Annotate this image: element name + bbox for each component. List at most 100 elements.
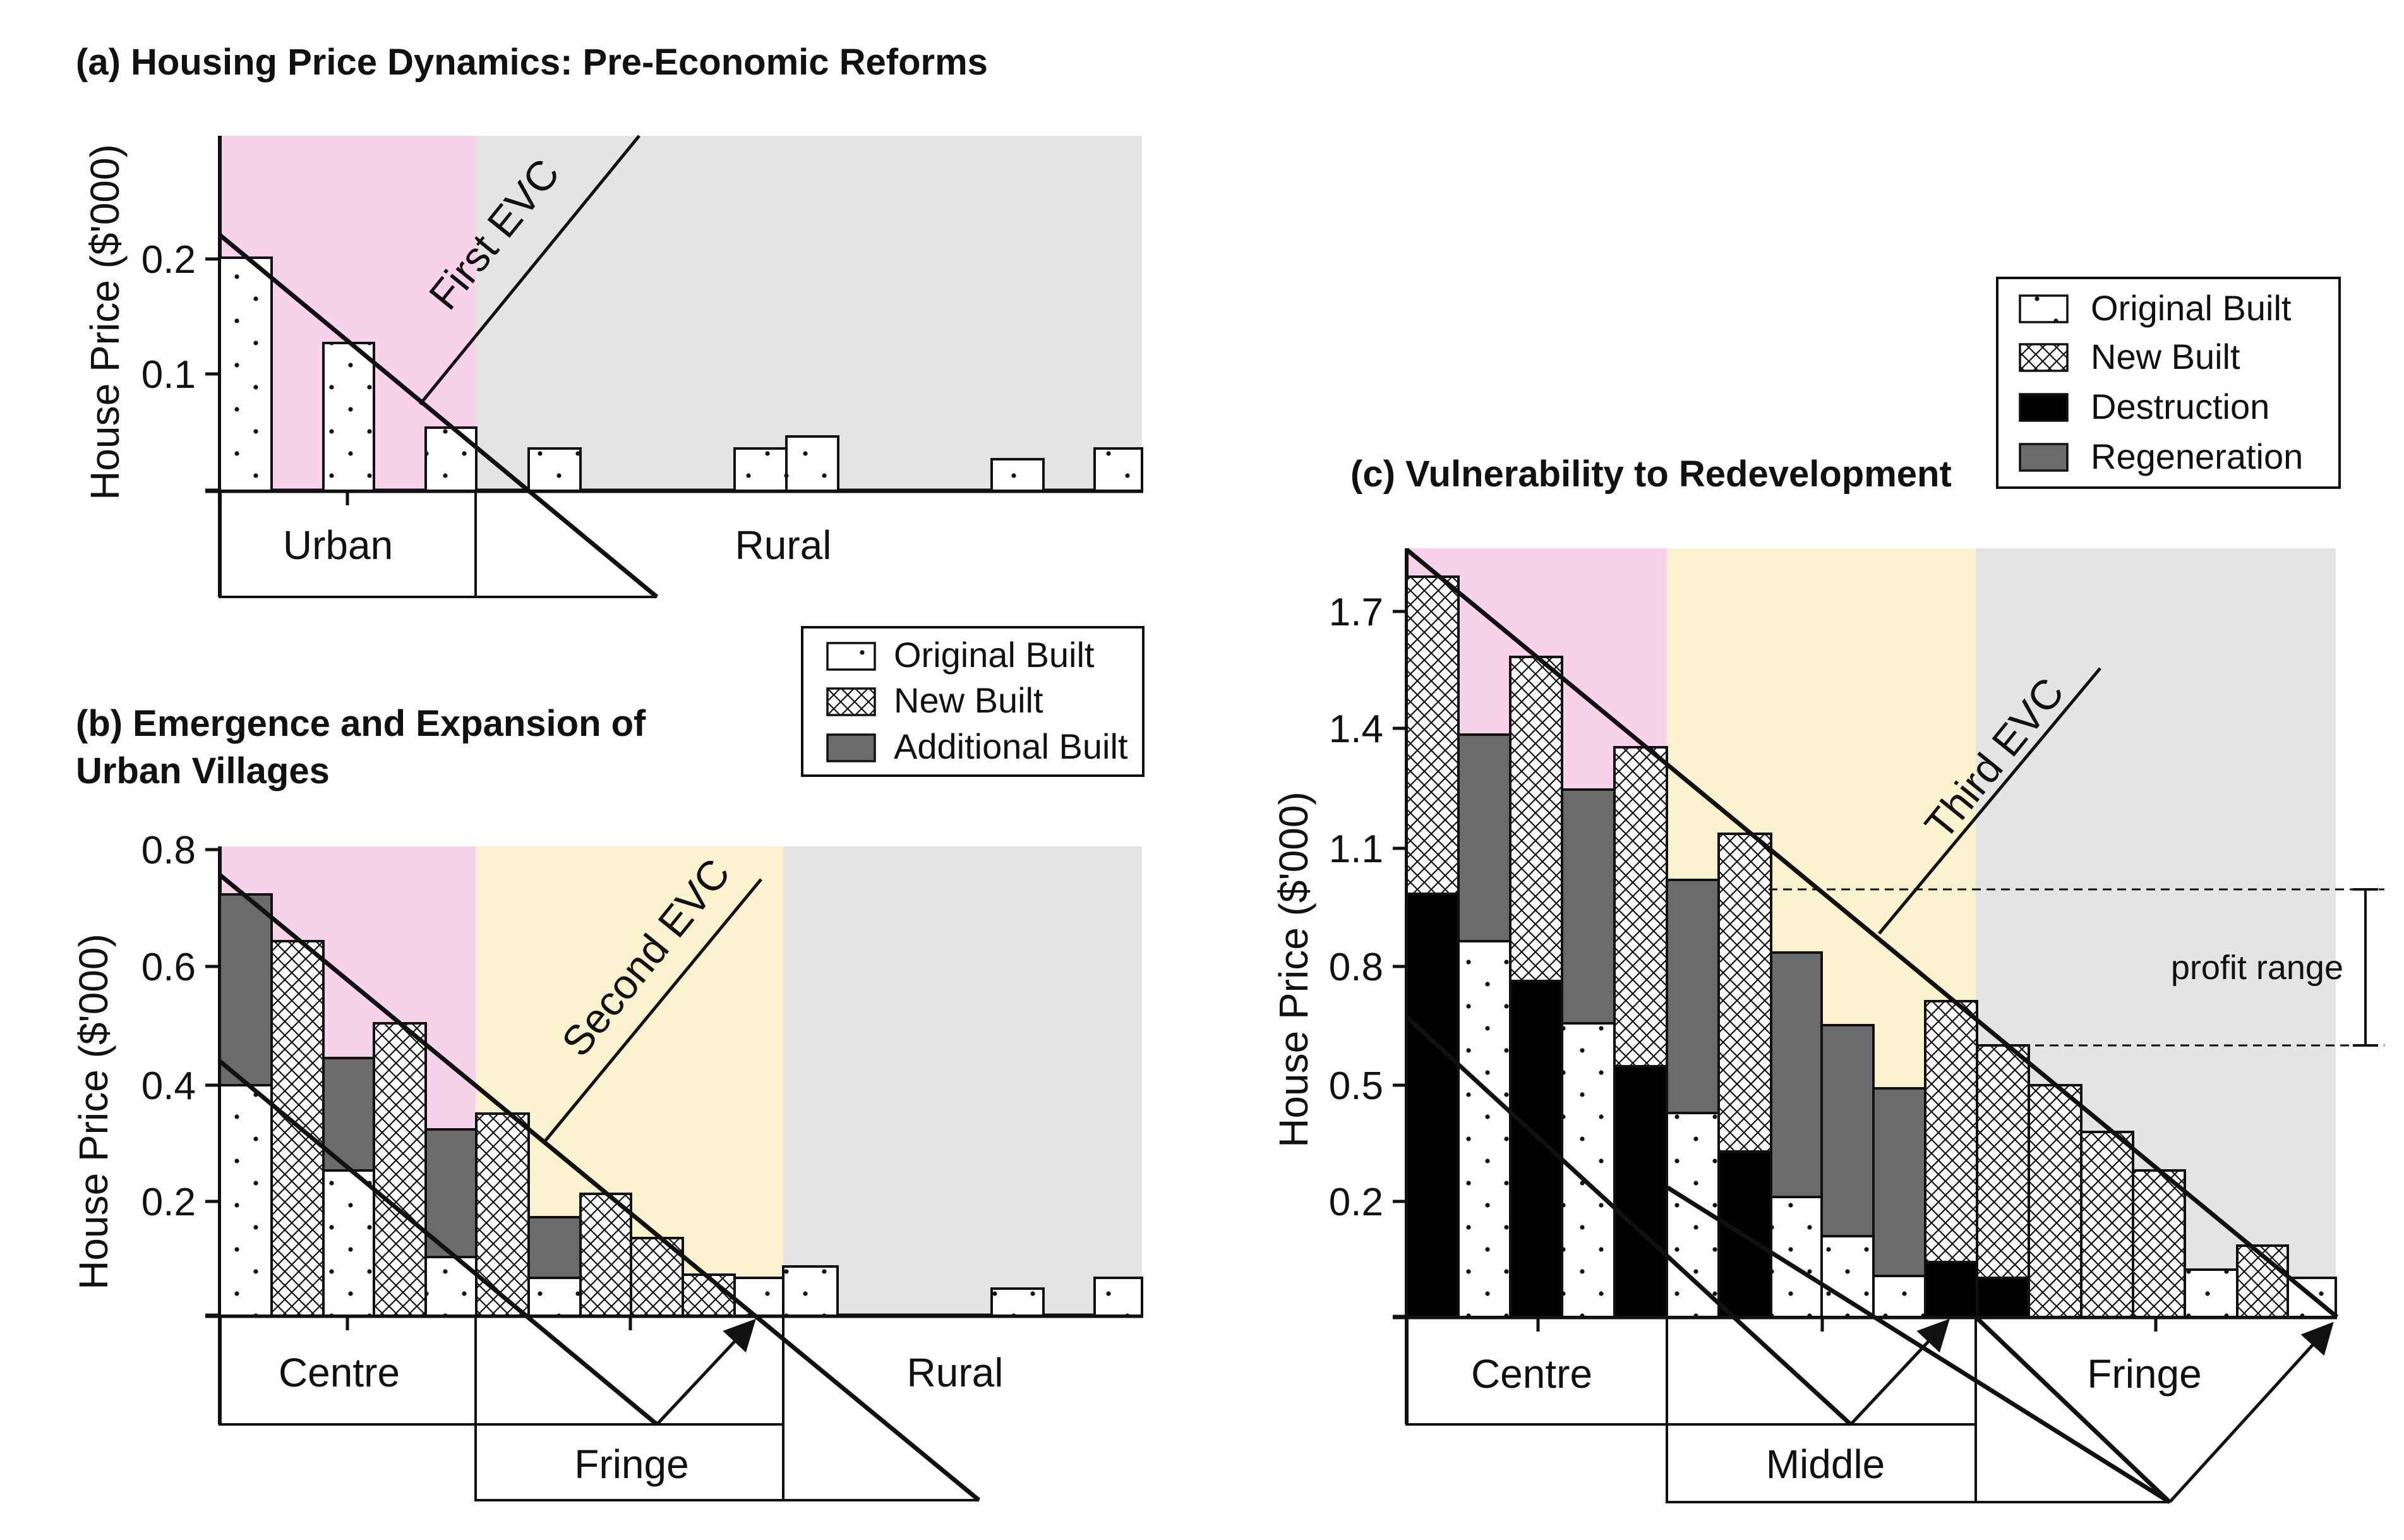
legend-swatch-original xyxy=(2019,294,2069,323)
legend-swatch-original xyxy=(826,642,876,671)
original-built-bar xyxy=(219,256,273,492)
original-built-bar xyxy=(1872,1275,1926,1318)
bid-rent-line-upper xyxy=(1405,548,2339,1319)
additional-built-bar xyxy=(219,893,273,1086)
additional-built-bar xyxy=(424,1128,478,1258)
original-built-bar xyxy=(527,447,582,492)
profit-range-label: profit range xyxy=(2171,949,2343,987)
region-label-centre: Centre xyxy=(279,1350,400,1395)
regeneration-bar xyxy=(1820,1024,1875,1237)
new-built-bar xyxy=(1509,656,1563,982)
destruction-bar xyxy=(1924,1261,1978,1318)
bid-rent-line-lower xyxy=(218,1059,659,1426)
additional-built-bar xyxy=(527,1216,582,1279)
original-built-bar xyxy=(733,1277,784,1317)
original-built-bar xyxy=(219,1084,273,1317)
new-built-bar xyxy=(1976,1044,2030,1279)
original-built-bar xyxy=(1457,940,1512,1318)
original-built-bar xyxy=(322,1169,375,1317)
region-label-urban: Urban xyxy=(283,522,393,568)
y-tick-label: 0.2 xyxy=(1329,1181,1383,1224)
panel-c-title: (c) Vulnerability to Redevelopment xyxy=(1350,454,1952,495)
region-label-fringe: Fringe xyxy=(574,1441,688,1487)
y-axis-label: House Price ($'000) xyxy=(82,144,128,500)
legend-b: Original Built New Built Additional Buil… xyxy=(801,626,1145,777)
regeneration-bar xyxy=(1872,1087,1926,1277)
legend-swatch-regeneration xyxy=(2019,443,2069,472)
legend-swatch-destruction xyxy=(2019,393,2069,422)
original-built-bar xyxy=(782,1265,839,1317)
regeneration-bar xyxy=(1770,951,1823,1198)
new-built-bar xyxy=(579,1193,632,1317)
original-built-bar xyxy=(2184,1268,2239,1318)
original-built-bar xyxy=(733,447,788,492)
original-built-bar xyxy=(1093,447,1143,492)
region-label-fringe: Fringe xyxy=(2087,1351,2201,1397)
rural-zone-background xyxy=(476,136,1142,491)
legend-label: New Built xyxy=(2091,337,2240,376)
y-tick-label: 0.8 xyxy=(141,829,196,872)
region-label-centre: Centre xyxy=(1471,1351,1592,1397)
region-label-rural: Rural xyxy=(735,522,832,568)
original-built-bar xyxy=(785,435,839,492)
y-axis-label: House Price ($'000) xyxy=(71,934,116,1290)
panel-a: (a) Housing Price Dynamics: Pre-Economic… xyxy=(76,42,1143,599)
regeneration-bar xyxy=(1457,733,1512,942)
destruction-bar xyxy=(1509,980,1563,1318)
legend-swatch-new xyxy=(826,687,876,716)
region-label-middle: Middle xyxy=(1766,1441,1885,1487)
panel-c: (c) Vulnerability to Redevelopment Origi… xyxy=(1271,277,2384,1504)
y-tick-label: 1.4 xyxy=(1329,707,1383,751)
destruction-bar xyxy=(1613,1065,1668,1318)
middle-region-box xyxy=(1666,1423,1977,1503)
destruction-bar xyxy=(1405,893,1460,1318)
legend-label: Original Built xyxy=(894,635,1095,675)
bid-rent-line xyxy=(218,233,659,599)
y-tick-label: 0.4 xyxy=(141,1064,196,1108)
bid-rent-line-fringe xyxy=(1974,1315,2172,1504)
original-built-bar xyxy=(424,426,478,492)
original-built-bar xyxy=(990,458,1045,492)
fringe-region-box xyxy=(474,1423,784,1501)
legend-label: Regeneration xyxy=(2091,436,2303,476)
legend-label: Destruction xyxy=(2091,387,2269,426)
rural-zone-background xyxy=(783,846,1142,1316)
legend-swatch-new xyxy=(2019,343,2069,372)
expansion-arrow xyxy=(1849,1318,1950,1426)
original-built-bar xyxy=(1093,1277,1143,1317)
original-built-bar xyxy=(1561,1022,1616,1318)
panel-b-title: Urban Villages xyxy=(76,750,330,791)
y-tick-label: 1.1 xyxy=(1329,827,1383,871)
legend-c: Original Built New Built Destruction Reg… xyxy=(1996,277,2341,489)
y-tick-label: 1.7 xyxy=(1329,591,1383,634)
y-tick-label: 0.2 xyxy=(141,1181,196,1224)
panel-b: (b) Emergence and Expansion of Urban Vil… xyxy=(71,626,1145,1502)
new-built-bar xyxy=(1924,1000,1978,1263)
expansion-arrow xyxy=(656,1318,756,1426)
regeneration-bar xyxy=(1666,879,1720,1114)
new-built-bar xyxy=(1405,575,1460,895)
new-built-bar xyxy=(1613,746,1668,1068)
expansion-arrow xyxy=(2168,1321,2334,1503)
y-tick-label: 0.2 xyxy=(141,238,196,282)
legend-label: Additional Built xyxy=(894,726,1128,766)
regeneration-bar xyxy=(1561,788,1616,1025)
evc-line xyxy=(542,878,762,1145)
bid-rent-line-middle xyxy=(1405,1015,1853,1426)
legend-label: New Built xyxy=(894,680,1043,720)
new-built-bar xyxy=(475,1112,530,1317)
original-built-bar xyxy=(527,1277,582,1317)
y-axis-label: House Price ($'000) xyxy=(1271,791,1316,1148)
panel-a-title: (a) Housing Price Dynamics: Pre-Economic… xyxy=(76,42,988,83)
destruction-bar xyxy=(1976,1277,2030,1318)
y-tick-label: 0.8 xyxy=(1329,946,1383,989)
legend-label: Original Built xyxy=(2091,288,2292,328)
fringe-region-box-top xyxy=(474,1314,784,1426)
new-built-bar xyxy=(1717,833,1772,1153)
panel-b-title: (b) Emergence and Expansion of xyxy=(76,703,646,744)
y-tick-label: 0.5 xyxy=(1329,1064,1383,1108)
original-built-bar xyxy=(322,342,375,492)
bid-rent-line-upper xyxy=(218,873,981,1502)
new-built-bar xyxy=(2080,1131,2134,1318)
